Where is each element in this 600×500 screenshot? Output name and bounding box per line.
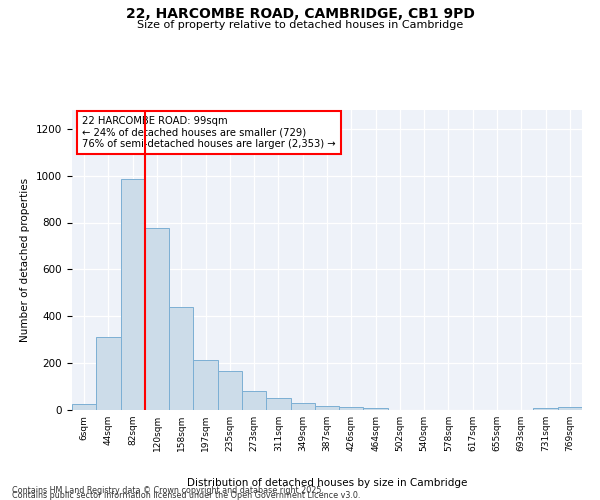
Bar xyxy=(533,408,558,410)
Bar xyxy=(339,407,364,410)
Text: Contains HM Land Registry data © Crown copyright and database right 2025.: Contains HM Land Registry data © Crown c… xyxy=(12,486,324,495)
Text: Size of property relative to detached houses in Cambridge: Size of property relative to detached ho… xyxy=(137,20,463,30)
Bar xyxy=(96,338,121,410)
Text: 22, HARCOMBE ROAD, CAMBRIDGE, CB1 9PD: 22, HARCOMBE ROAD, CAMBRIDGE, CB1 9PD xyxy=(125,8,475,22)
Bar xyxy=(290,403,315,410)
Bar xyxy=(72,404,96,410)
Text: 22 HARCOMBE ROAD: 99sqm
← 24% of detached houses are smaller (729)
76% of semi-d: 22 HARCOMBE ROAD: 99sqm ← 24% of detache… xyxy=(82,116,336,149)
Bar xyxy=(315,406,339,410)
Bar xyxy=(218,372,242,410)
Bar xyxy=(558,407,582,410)
Text: Distribution of detached houses by size in Cambridge: Distribution of detached houses by size … xyxy=(187,478,467,488)
Y-axis label: Number of detached properties: Number of detached properties xyxy=(20,178,31,342)
Text: Contains public sector information licensed under the Open Government Licence v3: Contains public sector information licen… xyxy=(12,491,361,500)
Bar xyxy=(145,228,169,410)
Bar xyxy=(169,307,193,410)
Bar xyxy=(121,179,145,410)
Bar xyxy=(193,360,218,410)
Bar xyxy=(266,398,290,410)
Bar xyxy=(242,391,266,410)
Bar xyxy=(364,408,388,410)
